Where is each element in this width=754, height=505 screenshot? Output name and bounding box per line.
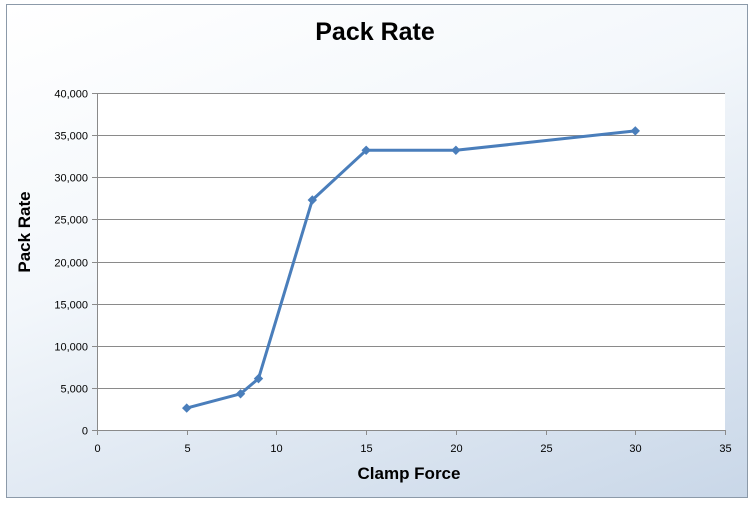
x-tick-label: 35 <box>719 443 731 455</box>
x-axis-title: Clamp Force <box>358 464 461 483</box>
y-tick-label: 30,000 <box>54 173 88 185</box>
x-tick-labels: 0 5 10 15 20 25 30 35 <box>94 443 731 455</box>
x-tick-label: 0 <box>94 443 100 455</box>
y-tick-label: 10,000 <box>54 342 88 354</box>
y-tick-label: 0 <box>82 426 88 438</box>
y-tick-labels: 0 5,000 10,000 15,000 20,000 25,000 30,000 35,0… <box>54 89 88 438</box>
x-tick-label: 15 <box>360 443 372 455</box>
y-tick-label: 5,000 <box>60 384 88 396</box>
data-point-marker <box>361 145 371 155</box>
y-tick-label: 40,000 <box>54 89 88 101</box>
y-tick-label: 15,000 <box>54 300 88 312</box>
x-tick-label: 10 <box>270 443 282 455</box>
data-point-marker <box>451 145 461 155</box>
data-point-marker <box>630 126 640 136</box>
series-pack-rate <box>182 126 640 413</box>
x-tick-label: 30 <box>629 443 641 455</box>
y-tick-label: 20,000 <box>54 258 88 270</box>
x-tick-label: 20 <box>450 443 462 455</box>
chart-title: Pack Rate <box>315 18 435 46</box>
y-gridlines <box>92 93 725 431</box>
data-point-marker <box>235 389 246 399</box>
x-tick-label: 5 <box>184 443 190 455</box>
plot-area <box>97 93 725 430</box>
y-tick-label: 25,000 <box>54 215 88 227</box>
data-point-marker <box>307 195 318 205</box>
data-point-marker <box>182 403 192 413</box>
y-tick-label: 35,000 <box>54 131 88 143</box>
y-axis-title: Pack Rate <box>15 191 34 272</box>
data-point-marker <box>253 373 264 384</box>
x-tick-label: 25 <box>540 443 552 455</box>
